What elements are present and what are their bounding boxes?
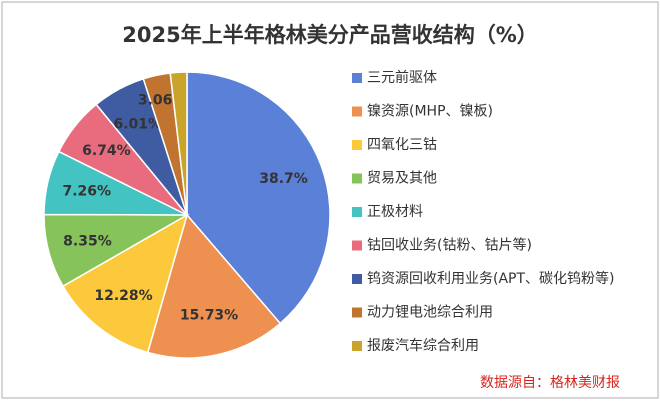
legend-label: 三元前驱体: [367, 69, 437, 86]
pie-slice: [169, 71, 188, 216]
legend-swatch: [352, 307, 362, 318]
chart-title: 2025年上半年格林美分产品营收结构（%）: [122, 23, 538, 47]
legend-swatch: [352, 140, 362, 150]
pie-slice: [146, 213, 282, 359]
value-label: 8.35%: [63, 233, 112, 249]
legend-label: 镍资源(MHP、镍板): [367, 104, 493, 120]
legend-swatch: [352, 207, 362, 217]
pie-slice: [186, 71, 331, 325]
legend-label: 贸易及其他: [367, 171, 437, 187]
legend-label: 报废汽车综合利用: [367, 337, 479, 354]
value-label: 6.74%: [82, 143, 131, 159]
legend-swatch: [352, 341, 362, 351]
legend-label: 钴回收业务(钴粉、钴片等): [367, 237, 532, 254]
legend-label: 钨资源回收利用业务(APT、碳化钨粉等): [367, 270, 615, 287]
value-label: 7.26%: [63, 183, 112, 199]
legend-label: 四氧化三钴: [367, 137, 437, 153]
pie-slice: [61, 213, 189, 354]
value-label: 38.7%: [259, 171, 308, 187]
value-label: 6.01%: [113, 117, 162, 133]
legend-swatch: [352, 240, 362, 251]
legend-label: 正极材料: [367, 204, 423, 220]
legend-label: 动力锂电池综合利用: [367, 305, 493, 321]
legend-swatch: [352, 173, 362, 184]
legend-swatch: [352, 274, 362, 284]
value-label: 12.28%: [94, 288, 152, 304]
value-label: 15.73%: [180, 308, 238, 324]
legend-swatch: [352, 73, 362, 83]
source-note: 数据源自：格林美财报: [480, 375, 620, 391]
legend-swatch: [352, 106, 362, 117]
